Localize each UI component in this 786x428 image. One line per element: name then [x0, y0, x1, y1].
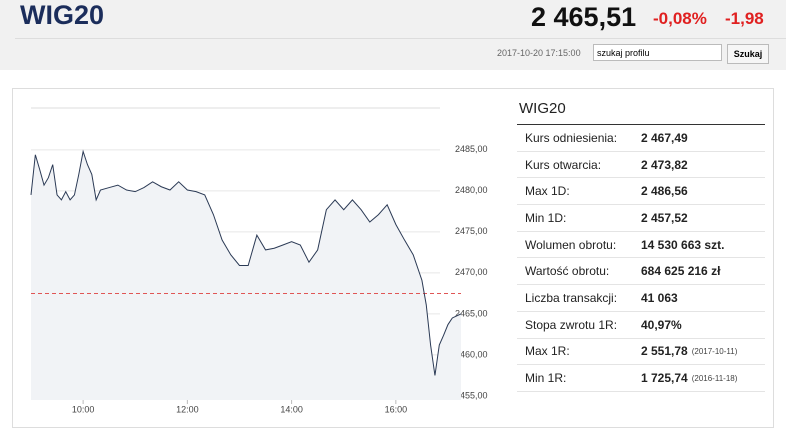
- row-label: Kurs otwarcia:: [525, 157, 602, 172]
- table-row: Liczba transakcji: 41 063: [517, 285, 765, 312]
- y-tick-label: 2455,00: [455, 390, 488, 400]
- table-title: WIG20: [517, 100, 765, 125]
- index-title: WIG20: [20, 0, 105, 30]
- row-value: 40,97%: [641, 317, 682, 332]
- row-value: 2 467,49: [641, 130, 688, 145]
- price-line: [30, 149, 462, 376]
- table-row: Kurs otwarcia: 2 473,82: [517, 152, 765, 179]
- row-label: Kurs odniesienia:: [525, 130, 618, 145]
- price: 2 465,51: [531, 2, 637, 32]
- row-date: (2017-10-11): [691, 346, 738, 356]
- table-row: Max 1R: 2 551,78 (2017-10-11): [517, 339, 765, 366]
- row-date: (2016-11-18): [691, 373, 738, 383]
- y-tick-label: 2480,00: [455, 185, 488, 195]
- y-tick-label: 2460,00: [455, 349, 488, 359]
- timestamp: 2017-10-20 17:15:00: [497, 48, 581, 58]
- separator: [15, 38, 786, 39]
- stats-table: WIG20 Kurs odniesienia: 2 467,49 Kurs otwa…: [517, 100, 765, 392]
- area: [31, 151, 461, 400]
- y-tick-label: 2470,00: [455, 267, 488, 277]
- row-label: Max 1R:: [525, 344, 570, 359]
- row-value: 684 625 216 zł: [641, 264, 721, 279]
- x-tick-label: 10:00: [72, 404, 95, 414]
- row-label: Max 1D:: [525, 184, 570, 199]
- x-tick-label: 16:00: [385, 404, 408, 414]
- table-row: Max 1D: 2 486,56: [517, 178, 765, 206]
- y-tick-label: 2485,00: [455, 144, 488, 154]
- row-value: 2 551,78: [641, 344, 688, 359]
- row-label: Min 1D:: [525, 210, 567, 225]
- change: -1,98: [725, 9, 764, 28]
- table-row: Wartość obrotu: 684 625 216 zł: [517, 258, 765, 286]
- table-row: Kurs odniesienia: 2 467,49: [517, 125, 765, 152]
- x-tick-label: 14:00: [280, 404, 303, 414]
- x-tick-label: 12:00: [176, 404, 199, 414]
- row-value: 14 530 663 szt.: [641, 237, 725, 252]
- row-label: Min 1R:: [525, 371, 567, 386]
- row-value: 1 725,74: [641, 371, 688, 386]
- row-label: Liczba transakcji:: [525, 290, 618, 305]
- row-label: Wartość obrotu:: [525, 264, 610, 279]
- table-row: Stopa zwrotu 1R: 40,97%: [517, 312, 765, 339]
- y-tick-label: 2475,00: [455, 226, 488, 236]
- table-row: Wolumen obrotu: 14 530 663 szt.: [517, 232, 765, 259]
- row-value: 2 457,52: [641, 210, 688, 225]
- table-row: Min 1D: 2 457,52: [517, 205, 765, 232]
- search-button[interactable]: Szukaj: [727, 44, 769, 64]
- table-row: Min 1R: 1 725,74 (2016-11-18): [517, 365, 765, 392]
- row-label: Stopa zwrotu 1R:: [525, 317, 618, 332]
- change-pct: -0,08%: [653, 9, 707, 28]
- y-tick-label: 2465,00: [455, 308, 488, 318]
- row-value: 2 473,82: [641, 157, 688, 172]
- row-value: 41 063: [641, 290, 678, 305]
- chart: 2455,00 2460,00 2465,00 2470,00 2475,00 2480,…: [30, 107, 488, 414]
- row-label: Wolumen obrotu:: [525, 237, 617, 252]
- search-input[interactable]: szukaj profilu: [593, 44, 722, 61]
- row-value: 2 486,56: [641, 184, 688, 199]
